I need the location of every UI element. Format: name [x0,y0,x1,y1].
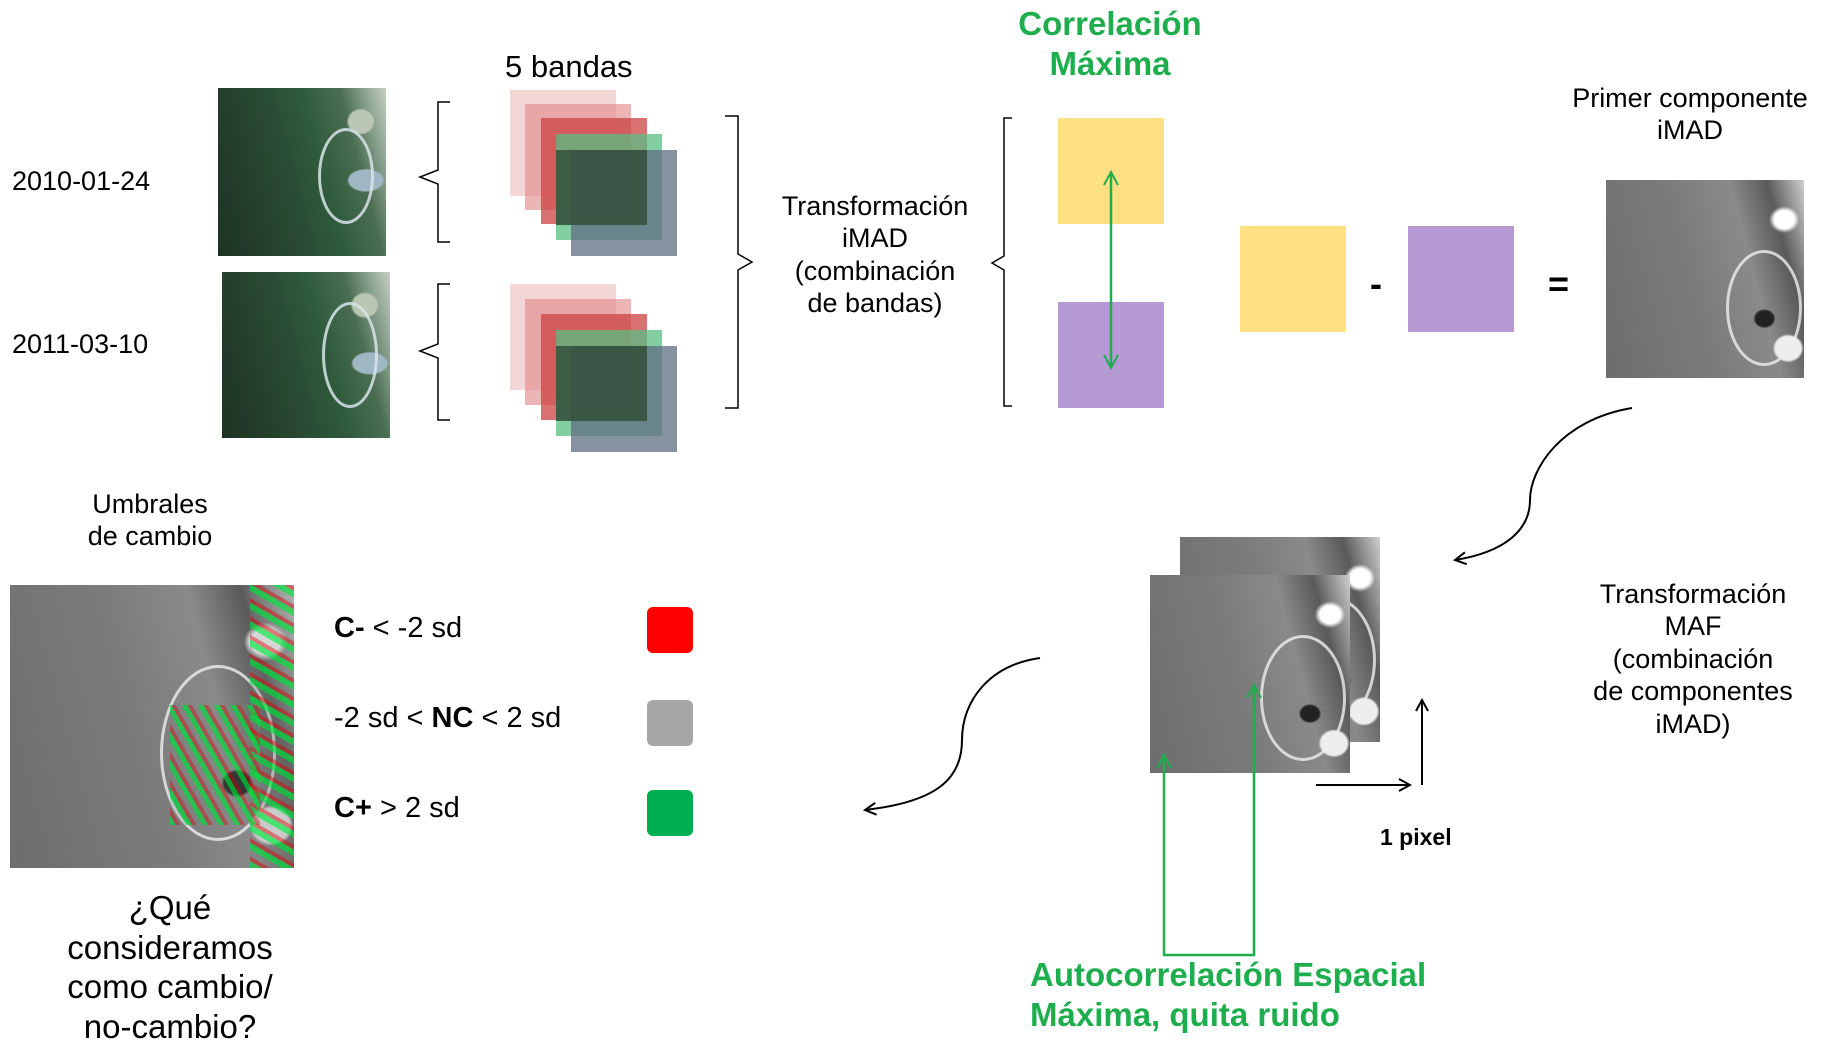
brace-bottom [417,283,450,421]
satellite-image-2011 [222,272,390,438]
date-label-1: 2010-01-24 [12,166,151,196]
brace-canonical [990,117,1012,407]
minus-sign: - [1370,263,1382,304]
pixel-shift-label: 1 pixel [1380,824,1452,850]
purple-difference-square [1408,226,1514,332]
legend-item-decrease: C- < -2 sd [334,612,463,644]
legend-swatch-green [647,790,693,836]
max-correlation-title: Correlación Máxima [1018,5,1202,82]
maf-transform-text: Transformación MAF (combinación de compo… [1593,579,1793,739]
legend-swatch-red [647,607,693,653]
legend-item-no-change: -2 sd < NC < 2 sd [334,702,562,734]
change-threshold-image [10,585,294,868]
change-question: ¿Qué consideramos como cambio/ no-cambio… [67,889,273,1045]
first-component-image [1606,180,1804,378]
autocorrelation-bracket [1162,688,1256,957]
legend-swatch-gray [647,700,693,746]
date-label-2: 2011-03-10 [12,329,149,359]
legend-item-increase: C+ > 2 sd [334,792,460,824]
maf-image-original [1150,575,1350,773]
equals-sign: = [1548,263,1570,304]
brace-closing [725,115,754,409]
curve-arrow-to-thresholds [865,657,1041,810]
thresholds-title: Umbrales de cambio [87,489,213,552]
bands-label: 5 bandas [505,49,633,84]
brace-top [417,101,450,243]
yellow-difference-square [1240,226,1346,332]
satellite-image-2010 [218,88,386,256]
imad-transform-text: Transformación iMAD (combinación de band… [781,191,969,319]
spatial-autocorrelation-title: Autocorrelación Espacial Máxima, quita r… [1030,956,1427,1033]
curve-arrow-to-maf [1455,407,1633,560]
first-component-label: Primer componente iMAD [1572,83,1808,146]
